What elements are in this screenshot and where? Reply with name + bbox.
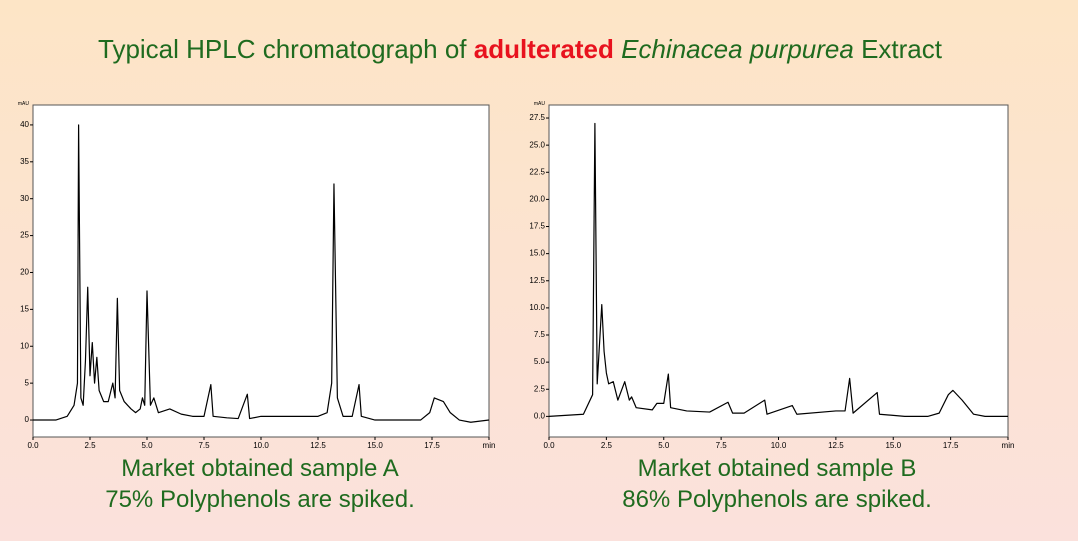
x-tick-label: 10.0 (253, 441, 269, 450)
x-tick-label: 5.0 (658, 441, 670, 450)
y-tick-label: 20 (20, 268, 29, 277)
chromatogram-line (548, 122, 1008, 417)
x-tick-label: 0.0 (543, 441, 555, 450)
y-tick-label: 35 (20, 157, 29, 166)
x-tick-label: 5.0 (141, 441, 153, 450)
title-part: Typical HPLC chromatograph of (98, 34, 474, 64)
title-part: Extract (854, 34, 943, 64)
x-tick-label: 17.5 (424, 441, 440, 450)
x-tick-label: min (1002, 441, 1015, 450)
y-tick-label: 27.5 (529, 113, 545, 122)
plot-area (548, 104, 1009, 438)
slide-title: Typical HPLC chromatograph of adulterate… (98, 34, 943, 64)
chromatogram-line (33, 124, 490, 423)
caption: 75% Polyphenols are spiked. (105, 486, 415, 513)
y-tick-label: 25 (20, 231, 29, 240)
x-tick-label: 0.0 (27, 441, 39, 450)
y-tick-label: 5.0 (534, 357, 546, 366)
caption: Market obtained sample A (121, 455, 399, 482)
y-tick-label: 0 (25, 415, 30, 424)
y-tick-label: 30 (20, 194, 29, 203)
y-tick-label: 40 (20, 120, 29, 129)
y-tick-label: 20.0 (529, 195, 545, 204)
x-tick-label: min (483, 441, 496, 450)
y-tick-label: 22.5 (529, 167, 545, 176)
x-tick-label: 2.5 (601, 441, 613, 450)
title-part: adulterated (474, 34, 614, 64)
x-tick-label: 15.0 (367, 441, 383, 450)
title-part: Echinacea purpurea (614, 34, 854, 64)
y-axis-label: mAU (534, 101, 546, 107)
y-tick-label: 7.5 (534, 330, 546, 339)
y-tick-label: 15.0 (529, 249, 545, 258)
y-tick-label: 25.0 (529, 140, 545, 149)
y-tick-label: 10 (20, 341, 29, 350)
y-tick-label: 12.5 (529, 276, 545, 285)
y-tick-label: 2.5 (534, 384, 546, 393)
x-tick-label: 10.0 (771, 441, 787, 450)
x-tick-label: 7.5 (198, 441, 210, 450)
x-tick-label: 2.5 (84, 441, 96, 450)
y-tick-label: 5 (25, 378, 30, 387)
y-tick-label: 15 (20, 304, 29, 313)
x-tick-label: 17.5 (943, 441, 959, 450)
x-tick-label: 12.5 (828, 441, 844, 450)
y-tick-label: 0.0 (534, 411, 546, 420)
caption: Market obtained sample B (638, 455, 917, 482)
x-tick-label: 7.5 (716, 441, 728, 450)
y-axis-label: mAU (18, 101, 30, 107)
y-tick-label: 17.5 (529, 222, 545, 231)
caption: 86% Polyphenols are spiked. (622, 486, 932, 513)
y-tick-label: 10.0 (529, 303, 545, 312)
x-tick-label: 12.5 (310, 441, 326, 450)
x-tick-label: 15.0 (885, 441, 901, 450)
plot-area (32, 104, 490, 438)
